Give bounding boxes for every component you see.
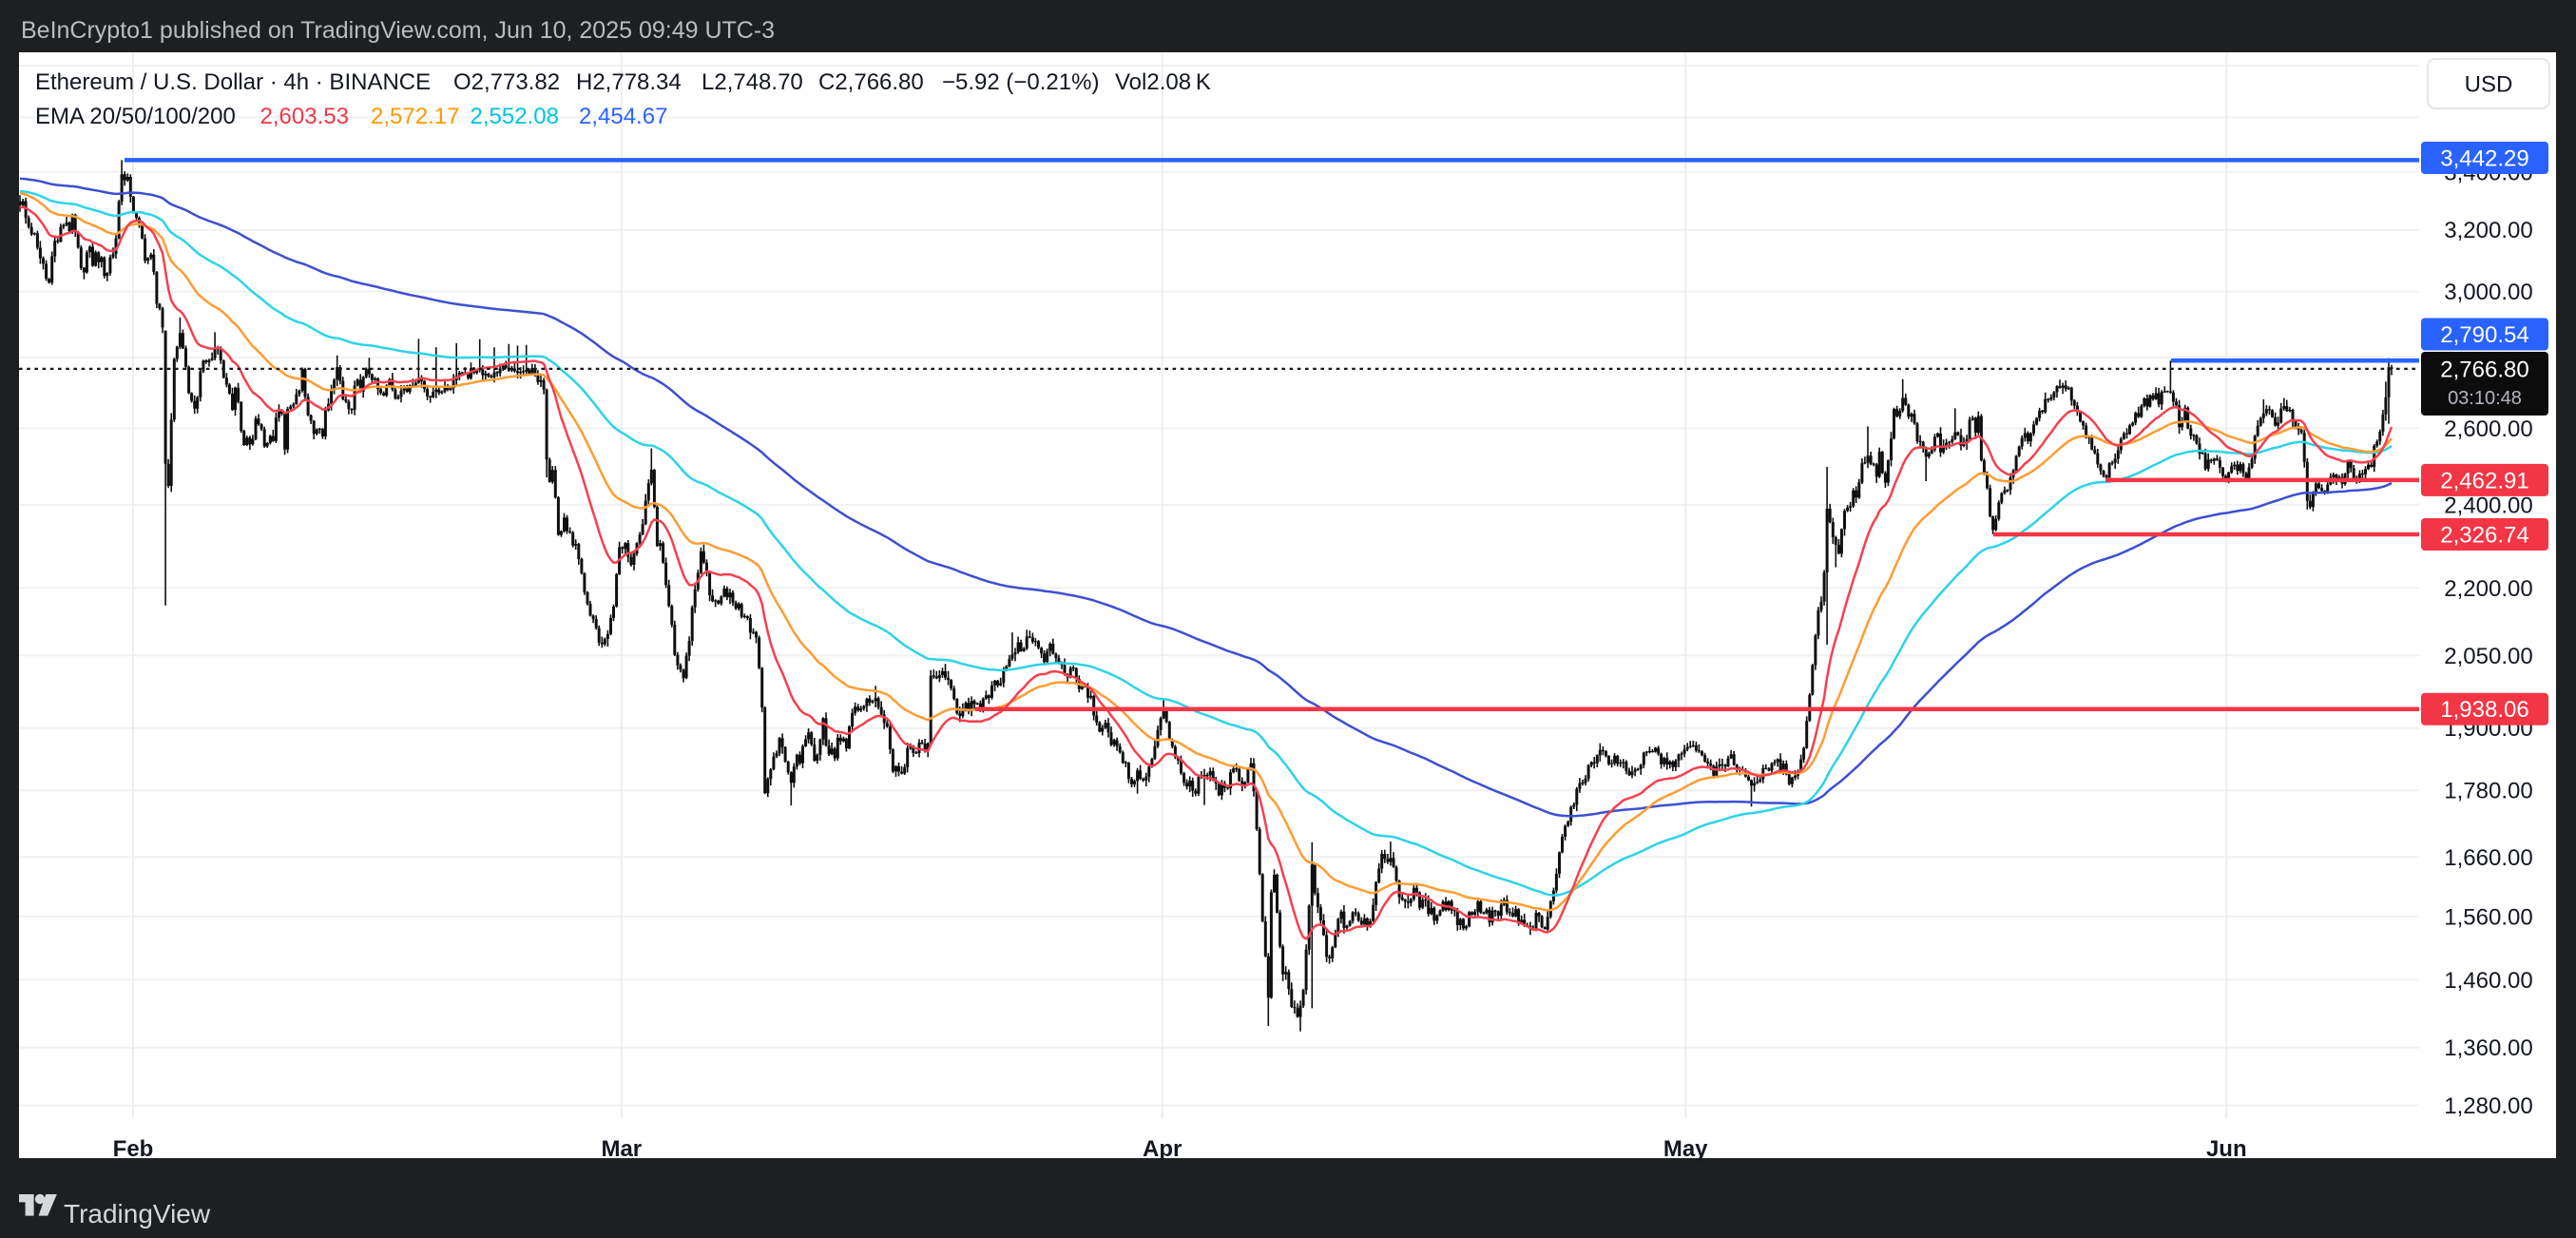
svg-text:1,280.00: 1,280.00	[2444, 1093, 2532, 1119]
svg-text:EMA 20/50/100/200: EMA 20/50/100/200	[35, 104, 236, 129]
svg-text:C2,766.80: C2,766.80	[818, 69, 924, 95]
svg-text:H2,778.34: H2,778.34	[576, 69, 682, 95]
svg-text:2,552.08: 2,552.08	[471, 104, 559, 129]
svg-text:BeInCrypto1 published on Tradi: BeInCrypto1 published on TradingView.com…	[21, 17, 775, 44]
svg-text:2,454.67: 2,454.67	[579, 104, 667, 129]
svg-text:2,200.00: 2,200.00	[2444, 576, 2532, 602]
svg-text:Feb: Feb	[113, 1136, 154, 1162]
svg-text:Apr: Apr	[1143, 1136, 1182, 1162]
svg-text:L2,748.70: L2,748.70	[702, 69, 803, 95]
svg-text:Mar: Mar	[601, 1136, 642, 1162]
svg-text:1,780.00: 1,780.00	[2444, 779, 2532, 804]
svg-text:1,360.00: 1,360.00	[2444, 1035, 2532, 1061]
svg-text:3,442.29: 3,442.29	[2440, 146, 2528, 172]
svg-text:May: May	[1663, 1136, 1708, 1162]
svg-text:2,790.54: 2,790.54	[2440, 322, 2528, 348]
svg-text:3,000.00: 3,000.00	[2444, 280, 2532, 305]
svg-text:2,462.91: 2,462.91	[2440, 468, 2528, 493]
svg-text:2,572.17: 2,572.17	[371, 104, 459, 129]
svg-text:2,603.53: 2,603.53	[260, 104, 349, 129]
svg-text:TradingView: TradingView	[64, 1199, 211, 1228]
svg-text:2,766.80: 2,766.80	[2440, 358, 2528, 383]
svg-text:Jun: Jun	[2206, 1136, 2247, 1162]
svg-text:−5.92 (−0.21%): −5.92 (−0.21%)	[942, 69, 1099, 95]
svg-text:1,938.06: 1,938.06	[2440, 697, 2528, 723]
svg-text:O2,773.82: O2,773.82	[453, 69, 560, 95]
svg-text:1,660.00: 1,660.00	[2444, 845, 2532, 871]
svg-text:USD: USD	[2465, 72, 2513, 98]
svg-text:2,326.74: 2,326.74	[2440, 523, 2528, 549]
svg-text:03:10:48: 03:10:48	[2448, 388, 2522, 409]
svg-text:2,050.00: 2,050.00	[2444, 644, 2532, 669]
svg-text:Ethereum / U.S. Dollar · 4h ·: Ethereum / U.S. Dollar · 4h · BINANCE	[35, 69, 431, 95]
svg-text:Vol2.08 K: Vol2.08 K	[1115, 69, 1211, 95]
svg-text:1,460.00: 1,460.00	[2444, 968, 2532, 994]
svg-text:2,400.00: 2,400.00	[2444, 493, 2532, 518]
svg-text:3,200.00: 3,200.00	[2444, 218, 2532, 243]
svg-text:1,560.00: 1,560.00	[2444, 904, 2532, 930]
svg-text:2,600.00: 2,600.00	[2444, 416, 2532, 442]
